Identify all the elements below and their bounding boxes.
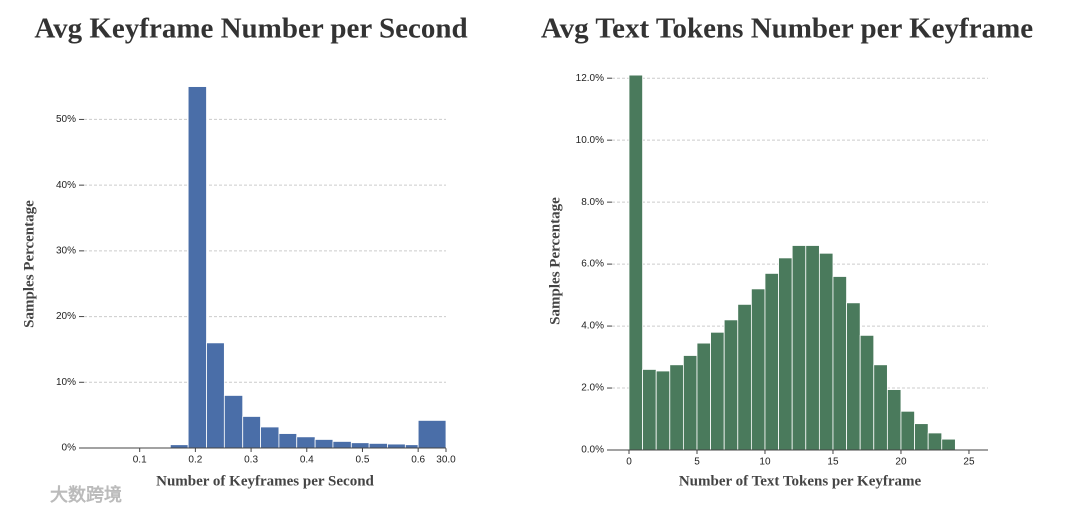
- bar: [710, 331, 725, 451]
- y-tick-label: 2.0%: [581, 383, 604, 394]
- x-axis-label: Number of Keyframes per Second: [156, 473, 374, 489]
- x-axis-label: Number of Text Tokens per Keyframe: [679, 473, 922, 489]
- bar: [914, 423, 929, 451]
- y-tick-label: 10%: [56, 377, 76, 388]
- x-tick-label: 30.0: [436, 455, 456, 466]
- bar: [805, 245, 820, 451]
- bar: [332, 441, 352, 449]
- y-tick-label: 8.0%: [581, 197, 604, 208]
- bar: [941, 438, 956, 451]
- bar: [314, 439, 334, 449]
- bar: [791, 245, 807, 451]
- bar: [187, 86, 207, 449]
- bar: [818, 252, 834, 451]
- x-tick-label: 15: [827, 457, 839, 468]
- bar: [260, 426, 280, 449]
- bar: [223, 395, 244, 449]
- y-tick-label: 0%: [62, 443, 77, 454]
- y-axis-label: Samples Percentage: [21, 200, 37, 328]
- bar: [206, 342, 225, 449]
- bar: [350, 442, 370, 449]
- bar: [669, 364, 684, 451]
- y-tick-label: 40%: [56, 180, 76, 191]
- x-tick-label: 10: [759, 457, 771, 468]
- bar: [859, 334, 875, 451]
- x-tick-label: 0.6: [411, 455, 425, 466]
- x-tick-label: 0.1: [133, 455, 147, 466]
- y-tick-label: 30%: [56, 245, 76, 256]
- bar: [873, 364, 888, 451]
- x-tick-label: 0.3: [244, 455, 258, 466]
- x-tick-label: 0.4: [300, 455, 314, 466]
- y-tick-label: 50%: [56, 114, 76, 125]
- bar: [900, 410, 915, 451]
- bar: [387, 443, 406, 449]
- bar: [886, 389, 902, 451]
- bar: [696, 342, 711, 451]
- bar: [764, 272, 779, 451]
- x-tick-label: 0: [626, 457, 632, 468]
- y-tick-label: 12.0%: [576, 73, 604, 84]
- bar: [642, 369, 657, 451]
- x-tick-label: 0.5: [356, 455, 370, 466]
- y-tick-label: 0.0%: [581, 445, 604, 456]
- bar: [628, 74, 643, 451]
- bar: [750, 288, 766, 451]
- bar: [417, 419, 447, 449]
- y-axis-label: Samples Percentage: [547, 197, 563, 325]
- bar: [278, 433, 298, 449]
- bar: [655, 370, 671, 451]
- x-tick-label: 20: [895, 457, 907, 468]
- bar: [846, 302, 861, 451]
- bar: [242, 416, 261, 449]
- x-tick-label: 5: [694, 457, 700, 468]
- y-tick-label: 10.0%: [576, 135, 604, 146]
- bar: [927, 432, 943, 451]
- bar: [832, 276, 847, 451]
- bar: [296, 436, 316, 449]
- x-tick-label: 0.2: [188, 455, 202, 466]
- y-tick-label: 6.0%: [581, 259, 604, 270]
- y-tick-label: 4.0%: [581, 321, 604, 332]
- bar: [723, 319, 739, 451]
- x-tick-label: 25: [963, 457, 975, 468]
- watermark: 大数跨境: [50, 484, 122, 505]
- bar: [682, 355, 698, 451]
- chart-title: Avg Text Tokens Number per Keyframe: [541, 13, 1033, 45]
- bar: [737, 303, 752, 451]
- bar: [778, 257, 793, 451]
- bar: [368, 442, 388, 449]
- y-tick-label: 20%: [56, 311, 76, 322]
- chart-title: Avg Keyframe Number per Second: [34, 13, 467, 45]
